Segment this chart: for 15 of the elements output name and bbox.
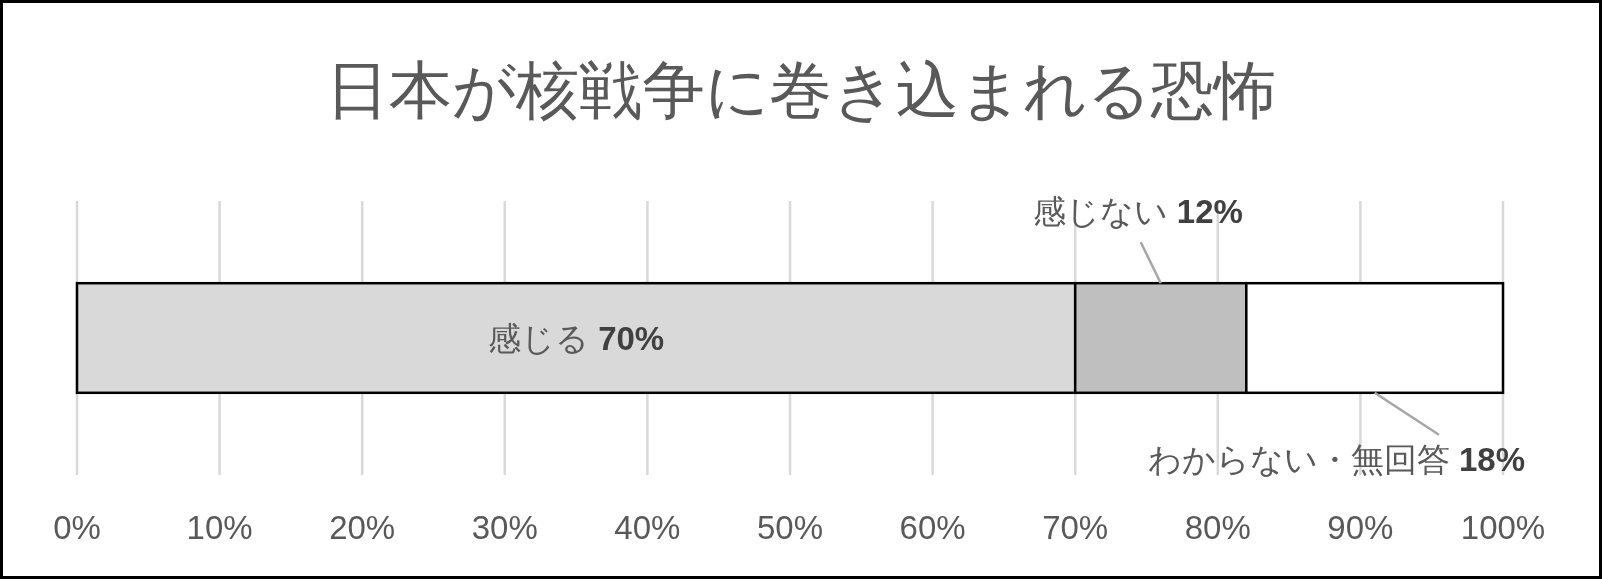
x-tick: 0%: [53, 508, 101, 546]
data-label: 感じる 70%: [488, 319, 665, 357]
x-tick: 70%: [1042, 508, 1109, 546]
x-tick: 50%: [756, 508, 824, 546]
x-tick: 60%: [899, 508, 966, 546]
x-tick: 40%: [614, 508, 681, 546]
x-tick: 20%: [329, 508, 396, 546]
x-tick: 80%: [1184, 508, 1251, 546]
data-label: わからない・無回答 18%: [1147, 440, 1525, 478]
x-tick: 30%: [471, 508, 538, 546]
x-tick: 10%: [186, 508, 253, 546]
title: 日本が核戦争に巻き込まれる恐怖: [325, 55, 1277, 125]
x-tick: 90%: [1327, 508, 1394, 546]
data-label: 感じない 12%: [1032, 192, 1243, 230]
x-tick: 100%: [1460, 508, 1546, 546]
